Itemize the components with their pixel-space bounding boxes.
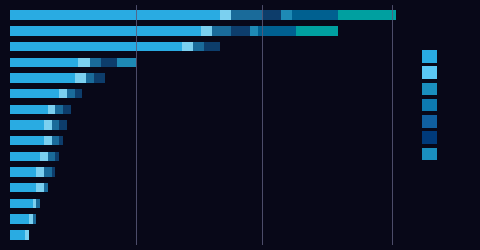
Bar [59, 120, 67, 130]
Bar [56, 104, 63, 114]
Bar [204, 42, 220, 51]
Bar [52, 136, 59, 145]
Bar [220, 10, 231, 20]
Bar [292, 10, 338, 20]
Bar [296, 26, 338, 36]
Bar [44, 167, 52, 177]
Bar [231, 10, 262, 20]
Bar [212, 26, 231, 36]
Bar [10, 214, 29, 224]
Bar [33, 214, 36, 224]
Bar [101, 58, 117, 67]
Bar [33, 199, 36, 208]
Bar [44, 136, 52, 145]
Bar [10, 167, 36, 177]
Bar [10, 199, 33, 208]
Bar [10, 89, 59, 98]
Bar [10, 136, 44, 145]
Bar [10, 152, 40, 161]
Bar [10, 58, 78, 67]
Bar [25, 230, 29, 239]
Bar [44, 183, 48, 192]
Bar [74, 73, 86, 83]
Bar [48, 104, 56, 114]
Bar [251, 26, 258, 36]
Bar [48, 152, 56, 161]
Bar [193, 42, 204, 51]
Bar [86, 73, 94, 83]
Bar [94, 73, 105, 83]
Bar [231, 26, 251, 36]
Bar [52, 120, 59, 130]
Bar [281, 10, 292, 20]
Bar [10, 73, 74, 83]
Bar [181, 42, 193, 51]
Bar [78, 58, 90, 67]
Bar [258, 26, 296, 36]
Bar [10, 120, 44, 130]
Bar [36, 167, 44, 177]
Bar [36, 199, 40, 208]
Bar [40, 152, 48, 161]
Bar [44, 120, 52, 130]
Bar [52, 167, 56, 177]
Bar [63, 104, 71, 114]
Bar [338, 10, 396, 20]
Bar [10, 230, 25, 239]
Bar [117, 58, 136, 67]
Bar [10, 104, 48, 114]
Bar [90, 58, 101, 67]
Bar [74, 89, 82, 98]
Bar [59, 136, 63, 145]
Bar [10, 10, 220, 20]
Bar [59, 89, 67, 98]
Bar [36, 183, 44, 192]
Bar [201, 26, 212, 36]
Bar [29, 214, 33, 224]
Bar [10, 42, 181, 51]
Bar [262, 10, 281, 20]
Bar [67, 89, 74, 98]
Bar [56, 152, 59, 161]
Bar [10, 183, 36, 192]
Bar [10, 26, 201, 36]
